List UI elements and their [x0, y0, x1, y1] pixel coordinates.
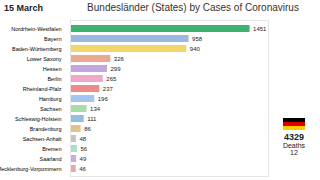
svg-text:Hessen: Hessen: [43, 66, 62, 72]
svg-text:958: 958: [192, 36, 203, 42]
svg-text:134: 134: [90, 106, 101, 112]
svg-text:196: 196: [98, 96, 109, 102]
html-text:4329: 4329: [284, 132, 304, 142]
svg-text:Mecklenburg-Vorpommern: Mecklenburg-Vorpommern: [0, 166, 62, 172]
svg-text:56: 56: [80, 146, 87, 152]
svg-text:Bremen: Bremen: [42, 146, 61, 152]
svg-text:Baden-Württemberg: Baden-Württemberg: [12, 46, 62, 52]
svg-text:Sachsen-Anhalt: Sachsen-Anhalt: [23, 136, 62, 142]
svg-text:86: 86: [84, 126, 91, 132]
html-text:Deaths: Deaths: [282, 142, 306, 149]
svg-text:Lower Saxony: Lower Saxony: [27, 56, 62, 62]
html-text:Bundesländer (States) by Cases: Bundesländer (States) by Cases of Corona…: [87, 2, 299, 13]
svg-text:Sachsen: Sachsen: [40, 106, 61, 112]
svg-text:Berlin: Berlin: [47, 76, 61, 82]
svg-text:Rheinland-Pfalz: Rheinland-Pfalz: [23, 86, 62, 92]
svg-text:111: 111: [87, 116, 97, 122]
svg-text:299: 299: [111, 66, 122, 72]
svg-text:Brandenburg: Brandenburg: [30, 126, 62, 132]
html-text:15 March: 15 March: [4, 3, 43, 13]
svg-text:Bayern: Bayern: [44, 36, 61, 42]
svg-text:Schleswig-Holstein: Schleswig-Holstein: [15, 116, 61, 122]
svg-text:940: 940: [190, 46, 201, 52]
svg-text:Hamburg: Hamburg: [39, 96, 62, 102]
svg-text:326: 326: [114, 56, 125, 62]
svg-text:Nordrhein-Westfalen: Nordrhein-Westfalen: [11, 26, 61, 32]
svg-text:49: 49: [80, 156, 87, 162]
svg-text:237: 237: [103, 86, 114, 92]
svg-text:265: 265: [106, 76, 117, 82]
svg-text:46: 46: [79, 166, 86, 172]
svg-text:1451: 1451: [253, 26, 267, 32]
svg-text:48: 48: [79, 136, 86, 142]
html-text:12: 12: [290, 149, 298, 156]
svg-text:Saarland: Saarland: [39, 156, 61, 162]
